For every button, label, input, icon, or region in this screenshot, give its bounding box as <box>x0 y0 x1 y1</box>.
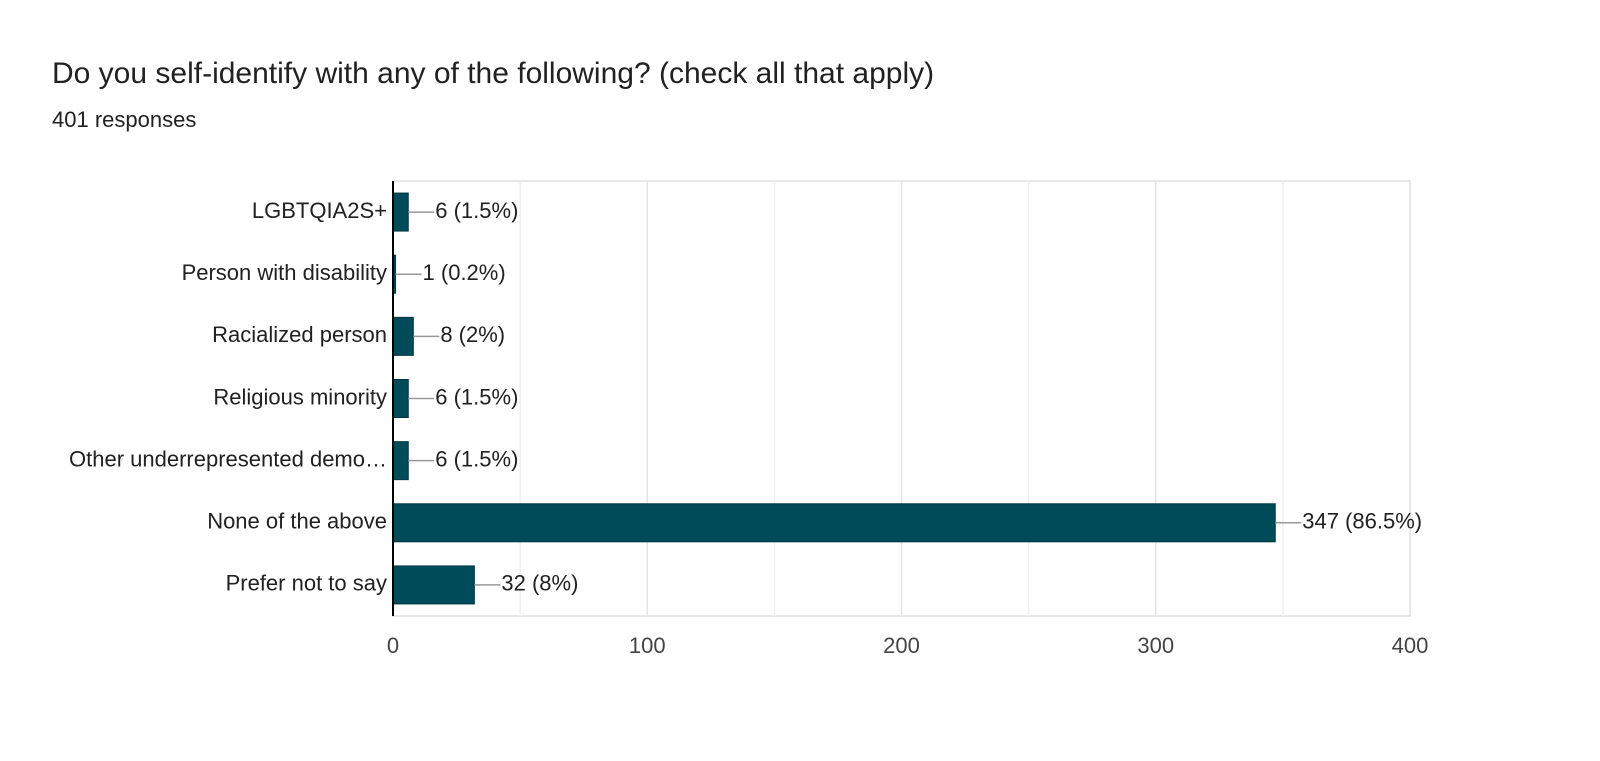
y-tick-label: Prefer not to say <box>226 571 387 596</box>
chart-title: Do you self-identify with any of the fol… <box>52 57 934 90</box>
y-tick-label: None of the above <box>207 509 387 534</box>
y-tick-label: Person with disability <box>182 260 387 285</box>
bar <box>392 316 414 356</box>
x-tick-label: 200 <box>883 633 920 658</box>
value-label: 347 (86.5%) <box>1302 509 1422 534</box>
x-tick-label: 300 <box>1137 633 1174 658</box>
value-label: 8 (2%) <box>440 322 505 347</box>
y-tick-label: Racialized person <box>212 322 387 347</box>
bar <box>392 565 475 605</box>
value-label: 6 (1.5%) <box>435 198 518 223</box>
y-tick-label: Religious minority <box>213 384 387 409</box>
bar <box>392 379 409 418</box>
value-label: 6 (1.5%) <box>435 446 518 471</box>
x-tick-label: 400 <box>1392 633 1429 658</box>
x-tick-label: 100 <box>629 633 666 658</box>
y-tick-label: LGBTQIA2S+ <box>252 198 387 223</box>
bar <box>392 503 1276 543</box>
value-label: 32 (8%) <box>501 571 578 596</box>
x-tick-label: 0 <box>387 633 399 658</box>
value-label: 6 (1.5%) <box>435 384 518 409</box>
bar <box>392 441 409 481</box>
value-label: 1 (0.2%) <box>423 260 506 285</box>
chart-subtitle: 401 responses <box>52 107 196 132</box>
y-tick-label: Other underrepresented demo… <box>69 446 387 471</box>
bar <box>392 192 409 232</box>
